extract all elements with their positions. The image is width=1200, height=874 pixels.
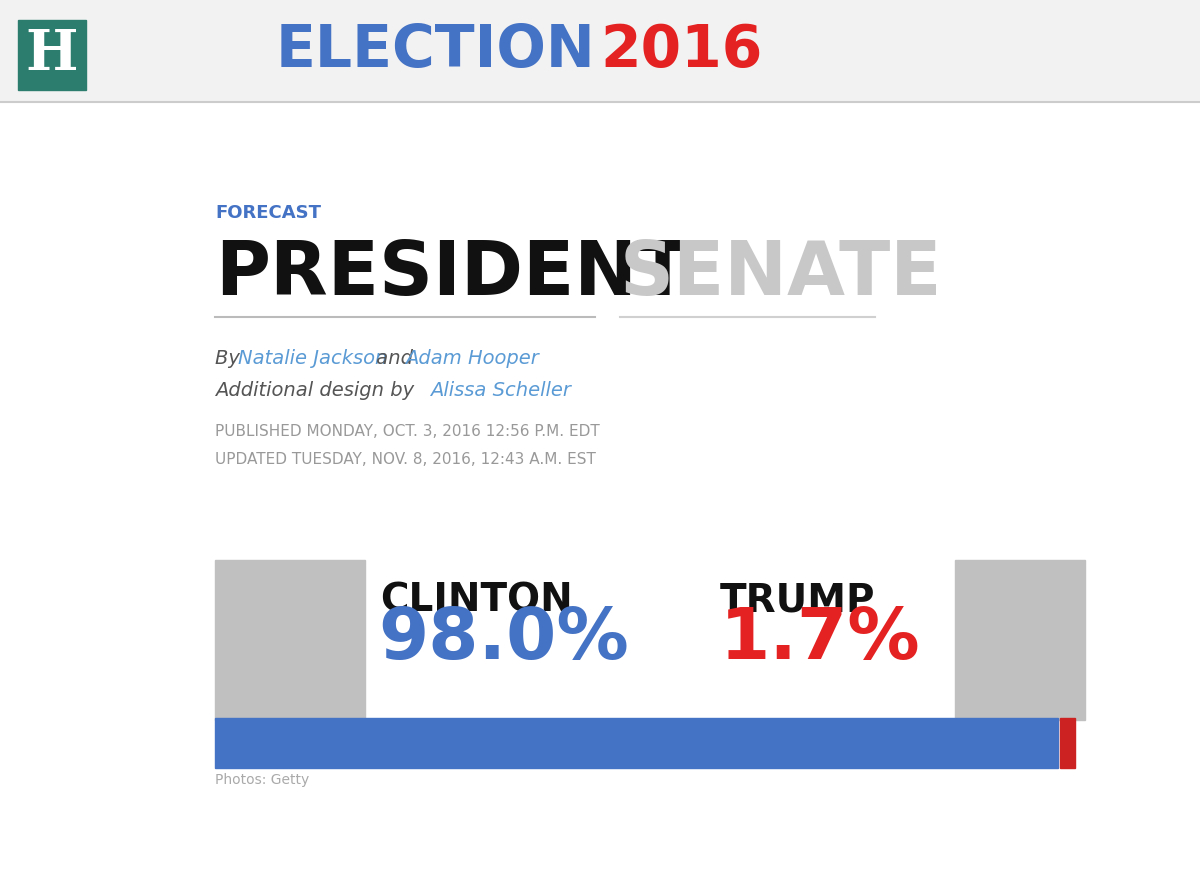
Text: SENATE: SENATE <box>620 239 942 311</box>
Text: Adam Hooper: Adam Hooper <box>406 349 539 367</box>
Bar <box>0 102 1200 874</box>
Text: PUBLISHED MONDAY, OCT. 3, 2016 12:56 P.M. EDT: PUBLISHED MONDAY, OCT. 3, 2016 12:56 P.M… <box>215 425 600 440</box>
Bar <box>0 0 1200 102</box>
Text: Additional design by: Additional design by <box>215 380 420 399</box>
Text: H: H <box>25 27 78 82</box>
Bar <box>215 560 365 720</box>
Text: and: and <box>370 349 419 367</box>
Text: By: By <box>215 349 246 367</box>
Text: FORECAST: FORECAST <box>215 204 322 222</box>
Text: 1.7%: 1.7% <box>720 606 920 675</box>
Text: ELECTION: ELECTION <box>275 23 595 80</box>
Bar <box>215 718 1058 768</box>
Bar <box>1061 718 1075 768</box>
Text: TRUMP: TRUMP <box>720 581 876 619</box>
Bar <box>18 20 86 90</box>
Text: CLINTON: CLINTON <box>380 581 572 619</box>
Text: 98.0%: 98.0% <box>378 606 629 675</box>
Text: Natalie Jackson: Natalie Jackson <box>238 349 388 367</box>
Text: 2016: 2016 <box>600 23 762 80</box>
Text: Photos: Getty: Photos: Getty <box>215 773 310 787</box>
Text: Alissa Scheller: Alissa Scheller <box>430 380 571 399</box>
Text: PRESIDENT: PRESIDENT <box>215 239 688 311</box>
Text: UPDATED TUESDAY, NOV. 8, 2016, 12:43 A.M. EST: UPDATED TUESDAY, NOV. 8, 2016, 12:43 A.M… <box>215 452 596 467</box>
Bar <box>955 560 1085 720</box>
